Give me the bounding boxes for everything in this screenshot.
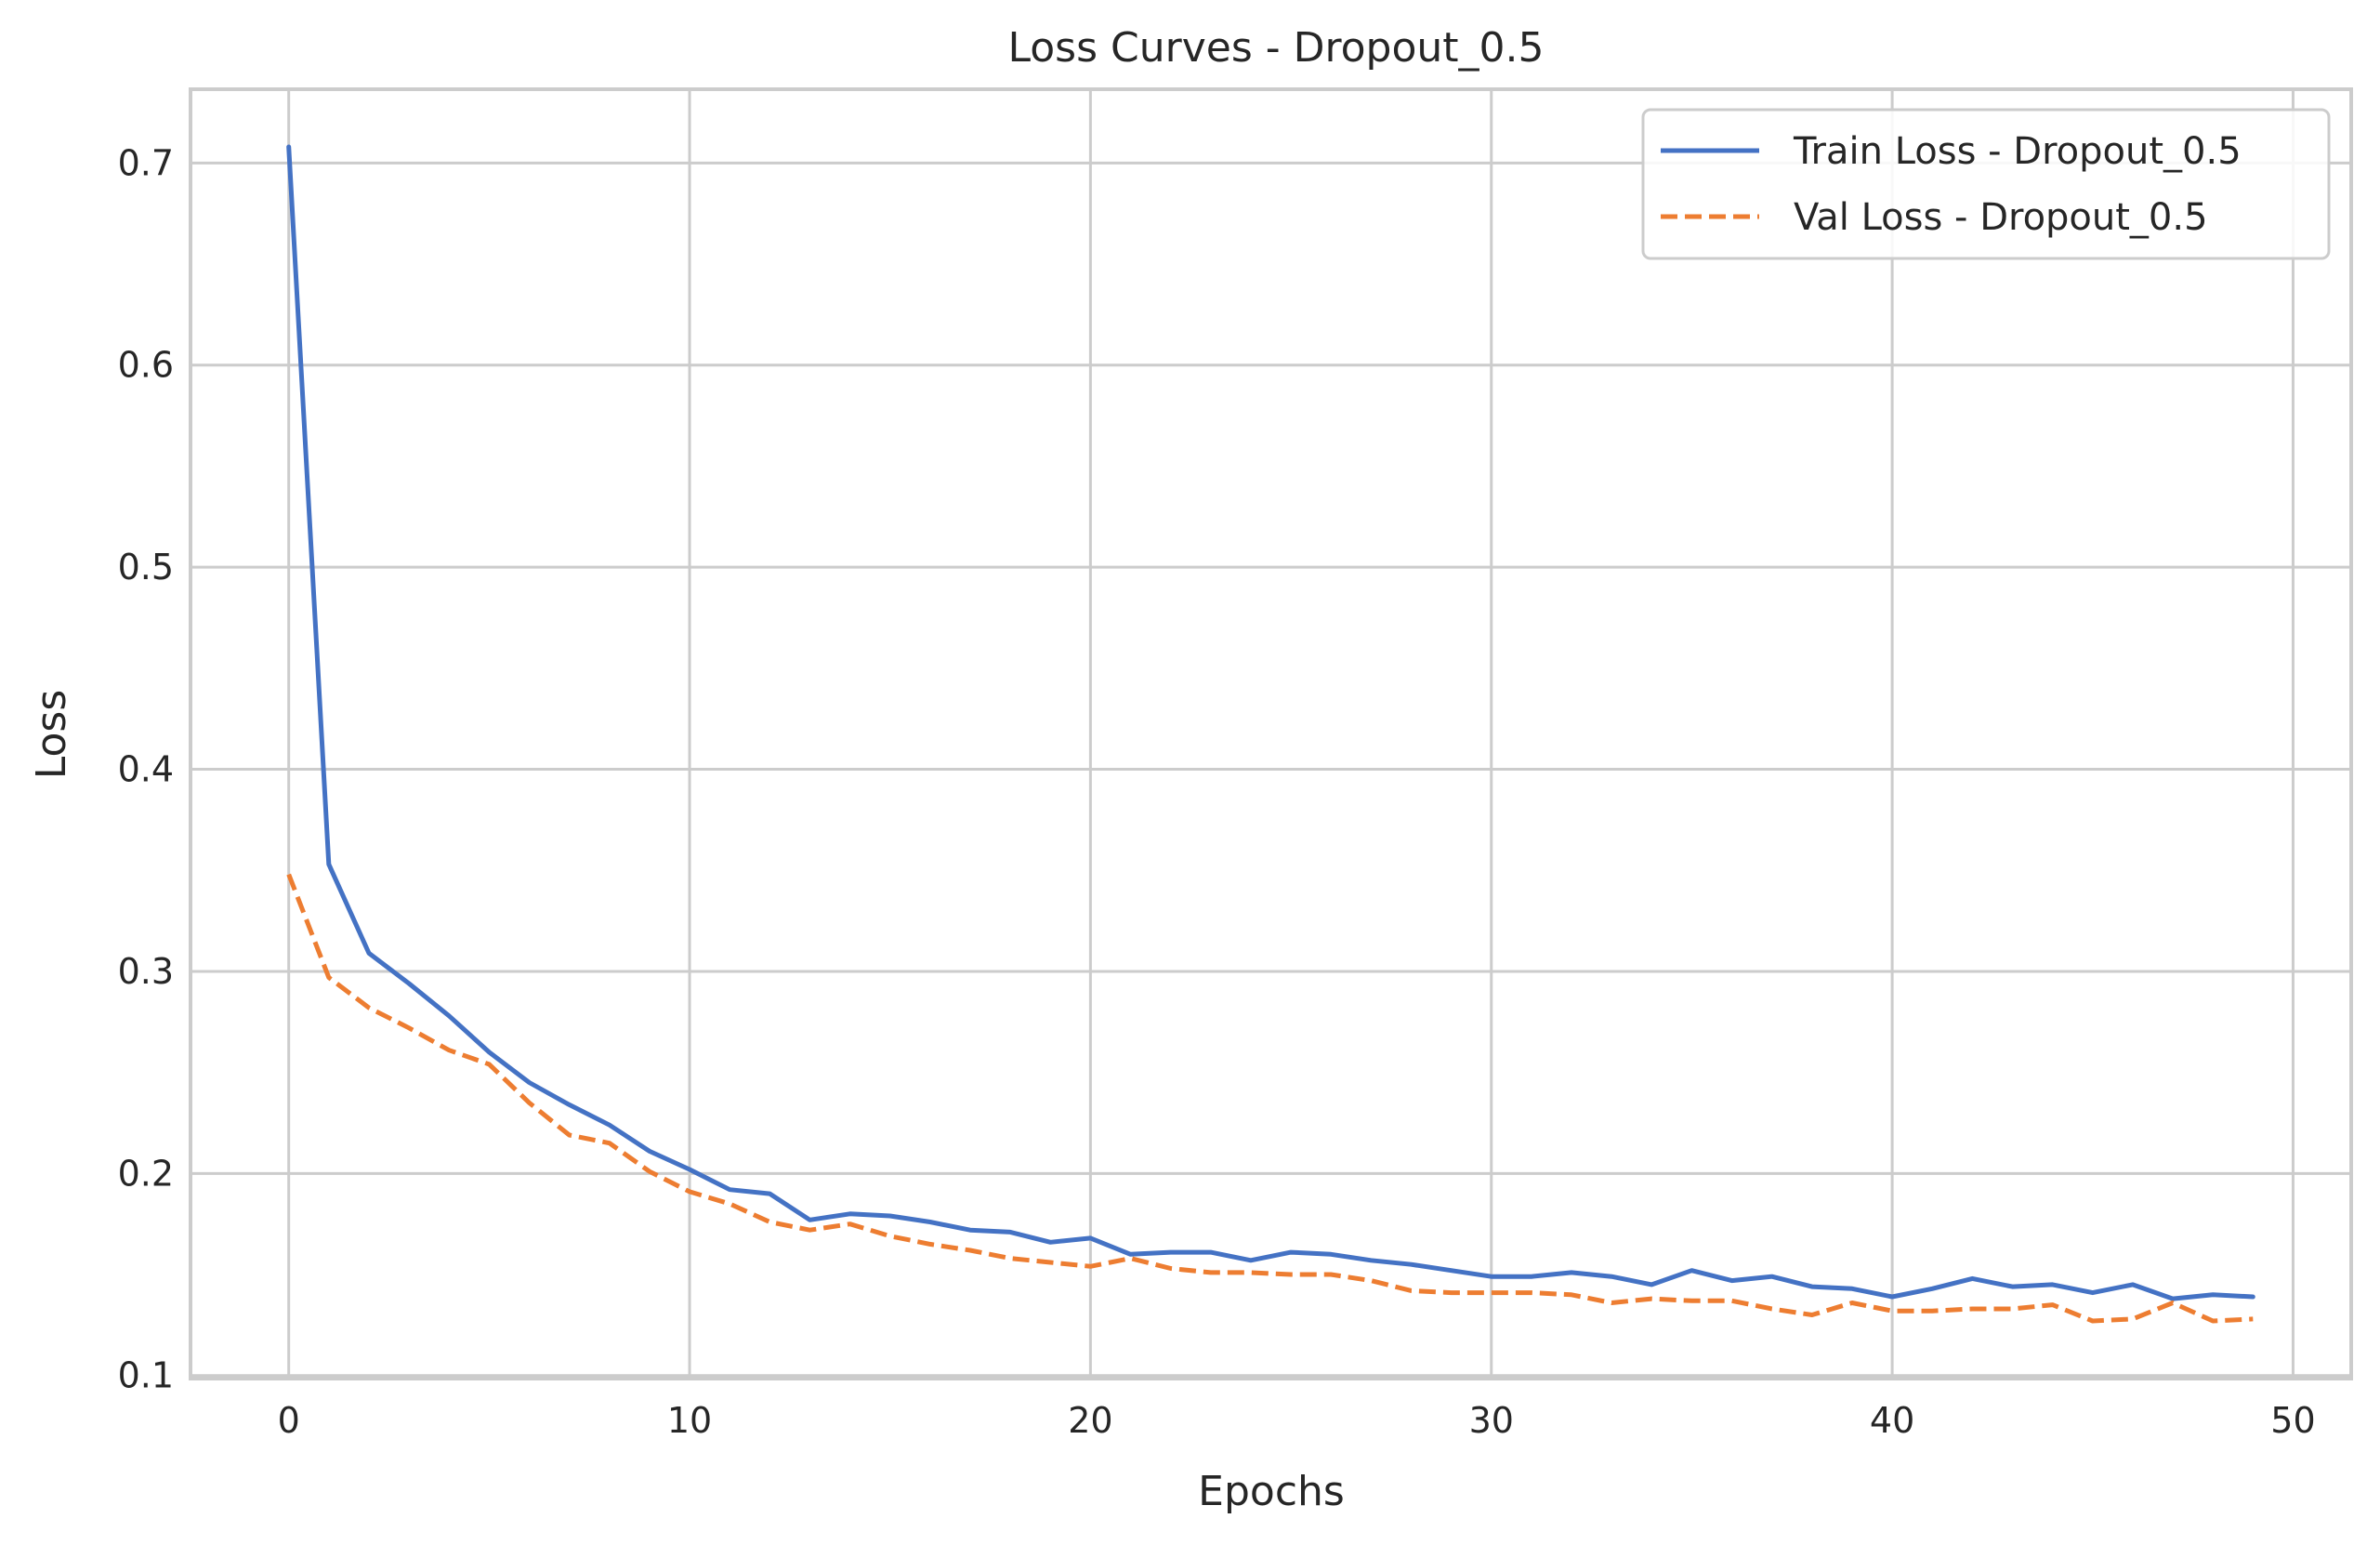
y-tick-label: 0.3 (118, 951, 174, 992)
legend-label-train: Train Loss - Dropout_0.5 (1793, 130, 2242, 173)
y-tick-label: 0.2 (118, 1153, 174, 1194)
y-gridlines (191, 161, 2351, 1378)
y-tick-labels: 0.1 0.2 0.3 0.4 0.5 0.6 0.7 (118, 142, 174, 1395)
x-tick-label: 20 (1068, 1400, 1112, 1441)
legend-box (1641, 108, 2331, 260)
chart-title: Loss Curves - Dropout_0.5 (1008, 24, 1545, 72)
x-tick-label: 30 (1469, 1400, 1514, 1441)
series-line-train (286, 144, 2255, 1301)
series-layer (286, 144, 2255, 1324)
x-tick-labels: 0 10 20 30 40 50 (278, 1400, 2316, 1441)
y-axis-label: Loss (28, 690, 75, 780)
x-axis-label: Epochs (1198, 1468, 1345, 1515)
x-gridlines (287, 89, 2295, 1379)
x-tick-label: 10 (667, 1400, 712, 1441)
y-tick-label: 0.4 (118, 749, 174, 790)
plot-frame (189, 87, 2353, 1380)
legend-label-val: Val Loss - Dropout_0.5 (1794, 196, 2208, 239)
x-tick-label: 40 (1870, 1400, 1914, 1441)
y-tick-label: 0.5 (118, 547, 174, 588)
x-tick-label: 0 (278, 1400, 300, 1441)
y-tick-label: 0.6 (118, 345, 174, 386)
series-line-val (286, 873, 2254, 1324)
y-tick-label: 0.1 (118, 1355, 174, 1396)
x-tick-label: 50 (2270, 1400, 2315, 1441)
legend: Train Loss - Dropout_0.5 Val Loss - Drop… (1641, 108, 2331, 260)
y-tick-label: 0.7 (118, 142, 174, 183)
